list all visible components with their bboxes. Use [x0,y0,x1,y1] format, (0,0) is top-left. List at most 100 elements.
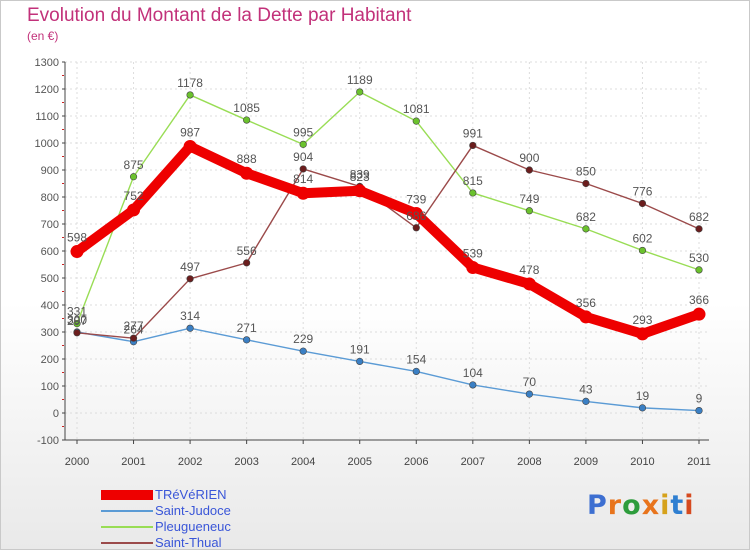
logo-letter: x [641,490,661,521]
legend-item: Saint-Thual [101,535,401,549]
data-point [522,277,536,291]
y-tick-label: 600 [41,246,59,258]
legend-swatch [101,490,153,500]
x-tick-label: 2011 [687,456,711,468]
data-label: 839 [350,167,370,181]
legend-swatch [101,526,153,528]
data-label: 814 [293,172,313,186]
data-label: 297 [67,314,87,328]
data-point [469,141,477,150]
y-tick-label: 1200 [35,84,59,96]
legend-swatch [101,510,153,512]
y-tick-label: 400 [41,300,59,312]
data-label: 686 [406,209,426,223]
x-tick-label: 2006 [404,456,428,468]
data-label: 277 [124,319,144,333]
y-tick-label: 1000 [35,138,59,150]
data-label: 530 [689,251,709,265]
data-point [73,320,81,328]
data-point [183,140,197,154]
legend-label: TRéVéRIEN [155,487,227,502]
data-label: 43 [579,382,593,396]
data-label: 293 [632,313,652,327]
data-point [296,186,310,200]
data-label: 366 [689,293,709,307]
data-labels: 300 264 314 271 229 191 154 104 70 43 19 9 331 875 117… [67,73,709,406]
data-point [243,336,251,344]
data-label: 823 [350,170,370,184]
data-label: 314 [180,309,200,323]
data-point [582,225,590,233]
series-lines [70,88,706,415]
data-label: 229 [293,332,313,346]
data-point [186,91,194,99]
y-tick-label: 500 [41,273,59,285]
data-label: 271 [237,321,257,335]
data-label: 154 [406,352,426,366]
y-tick-label: 1300 [35,57,59,69]
data-point [409,206,423,220]
data-label: 264 [124,323,144,337]
series-line-trévérien [72,141,704,339]
data-label: 556 [237,244,257,258]
data-point [299,165,307,173]
legend-item: TRéVéRIEN [101,487,401,503]
data-label: 191 [350,342,370,356]
data-point [243,259,251,267]
data-label: 987 [180,126,200,140]
legend-swatch [101,542,153,544]
data-point [466,260,480,274]
data-label: 598 [67,231,87,245]
y-tick-label: 900 [41,165,59,177]
legend-label: Pleugueneuc [155,519,231,534]
y-tick-label: 700 [41,219,59,231]
data-point [129,334,138,342]
logo-letter: i [684,490,695,521]
data-label: 739 [406,192,426,206]
data-label: 9 [696,392,703,406]
data-label: 539 [463,246,483,260]
data-label: 776 [632,184,652,198]
legend-item: Saint-Judoce [101,503,401,519]
data-point [412,117,420,125]
data-label: 1178 [177,76,203,90]
data-point [579,310,593,324]
data-point [525,207,533,215]
data-label: 815 [463,174,483,188]
data-point [525,390,533,398]
y-tick-label: 800 [41,192,59,204]
data-point [695,266,703,274]
y-tick-label: 300 [41,327,59,339]
y-tick-label: 1100 [35,111,59,123]
data-label: 682 [689,210,709,224]
data-label: 1085 [233,101,260,115]
y-tick-label: 200 [41,354,59,366]
logo-letter: r [607,490,623,521]
data-label: 19 [636,389,650,403]
data-point [186,324,194,332]
data-point [73,329,81,337]
x-tick-label: 2010 [630,456,654,468]
data-point [638,199,647,208]
data-label: 749 [519,192,539,206]
chart-title: Evolution du Montant de la Dette par Hab… [27,5,412,26]
data-point [638,404,647,412]
x-tick-label: 2003 [234,456,258,468]
proxiti-logo: Proxiti [587,490,695,521]
data-point [695,406,703,415]
data-label: 682 [576,210,596,224]
data-point [412,224,420,232]
logo-letter: i [660,490,671,521]
data-point [356,88,364,96]
data-label: 900 [519,151,539,165]
data-label: 1189 [347,73,373,87]
data-point [582,397,590,405]
data-label: 300 [67,313,87,327]
logo-letter: o [622,490,642,521]
x-tick-label: 2007 [461,456,485,468]
x-tick-label: 2000 [65,456,89,468]
data-label: 875 [124,158,144,172]
data-point [692,307,706,321]
data-point [635,327,649,341]
x-tick-label: 2002 [178,456,202,468]
